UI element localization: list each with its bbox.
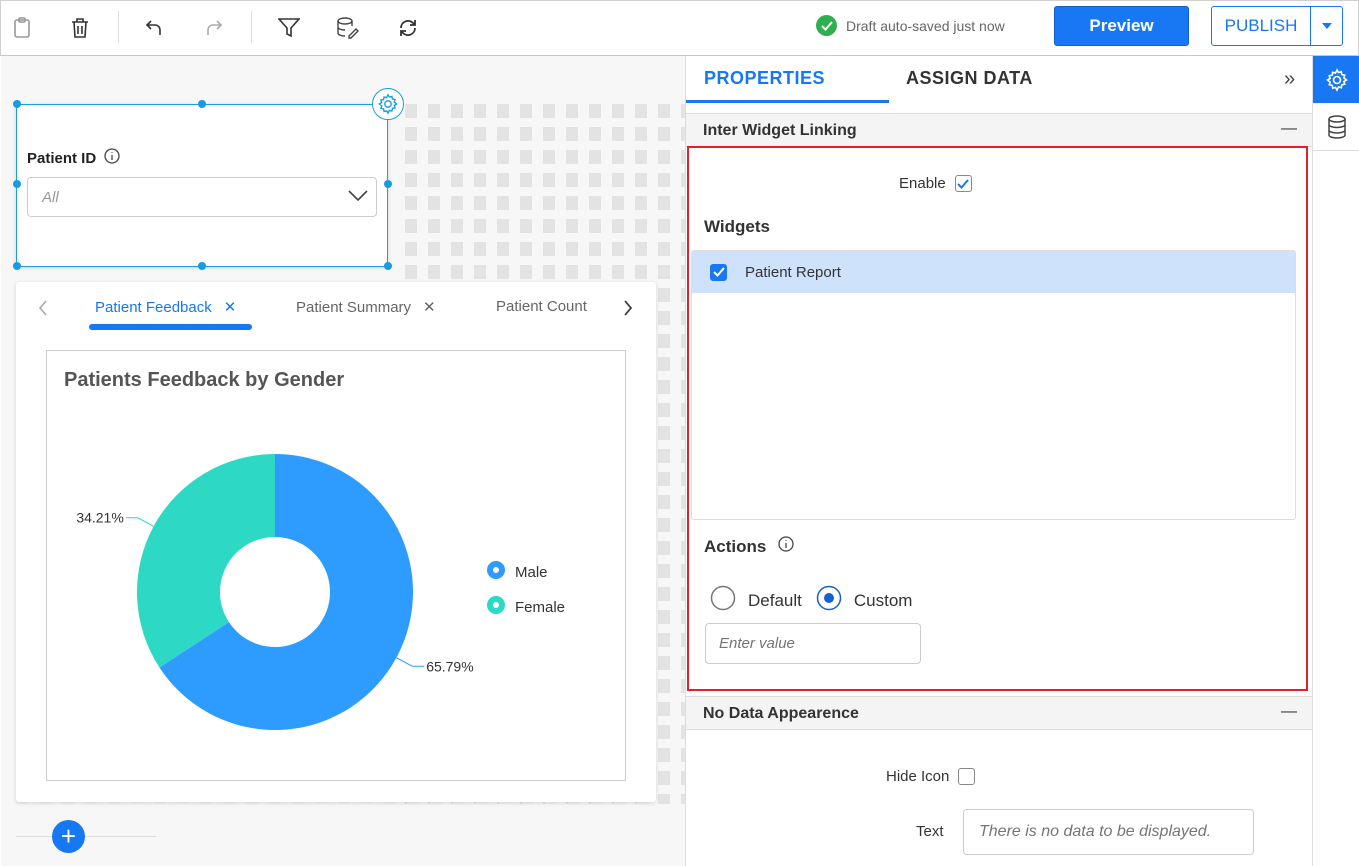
filter-label: Patient ID [27,148,120,168]
hide-icon-checkbox[interactable] [958,768,976,785]
widgets-label: Widgets [704,217,770,236]
legend-item-female[interactable]: Female [487,596,565,618]
active-tab-indicator [686,100,889,103]
widgets-list: Patient Report [691,250,1296,520]
refresh-icon[interactable] [393,13,423,43]
tab-patient-summary[interactable]: Patient Summary ✕ [296,298,436,317]
properties-panel: PROPERTIES ASSIGN DATA » Inter Widget Li… [685,56,1312,866]
datasource-edit-icon[interactable] [333,13,363,43]
enable-row: Enable [899,175,972,192]
publish-split-button: PUBLISH [1211,6,1343,46]
data-label: 34.21% [76,510,123,526]
actions-label: Actions [704,536,794,557]
collapse-minus-icon[interactable]: — [1281,703,1297,720]
resize-handle[interactable] [13,262,21,270]
clipboard-icon[interactable] [7,13,37,43]
add-widget-button[interactable]: + [52,820,85,853]
radio-custom[interactable] [816,585,842,616]
data-label-connector [125,517,154,527]
text-label: Text [916,823,944,840]
filter-icon[interactable] [274,13,304,43]
legend-donut-icon [487,561,505,583]
donut-slice-male[interactable] [159,454,413,730]
database-icon[interactable] [1313,103,1359,151]
chart-title: Patients Feedback by Gender [64,369,345,391]
toolbar: Draft auto-saved just now Preview PUBLIS… [0,0,1359,56]
no-data-text-input[interactable] [963,809,1254,855]
hide-icon-row: Hide Icon [886,768,976,785]
patient-id-filter-widget[interactable] [16,104,388,267]
no-data-appearance-header[interactable]: No Data Appearence — [686,696,1312,730]
resize-handle[interactable] [198,100,206,108]
widget-settings-gear-icon[interactable] [372,88,404,120]
radio-default[interactable] [710,585,736,616]
data-label-connector [396,657,425,667]
tab-properties[interactable]: PROPERTIES [704,68,826,88]
legend-item-male[interactable]: Male [487,561,548,583]
resize-handle[interactable] [13,180,21,188]
info-icon[interactable] [104,148,120,168]
custom-value-input[interactable] [705,623,921,664]
enable-checkbox[interactable] [954,175,972,192]
tab-patient-count[interactable]: Patient Count [496,298,587,315]
right-rail [1312,56,1359,866]
collapse-panel-icon[interactable]: » [1284,68,1296,90]
patient-id-dropdown[interactable]: All [27,177,377,217]
widget-checkbox[interactable] [710,263,727,281]
settings-gear-icon[interactable] [1313,56,1359,103]
close-icon[interactable]: ✕ [423,299,436,316]
tab-widget: Patient Feedback ✕ Patient Summary ✕ Patie… [16,282,656,802]
chevron-right-icon[interactable] [623,300,633,316]
chevron-down-icon [348,190,368,202]
collapse-minus-icon[interactable]: — [1281,120,1297,137]
publish-button[interactable]: PUBLISH [1212,7,1311,45]
redo-icon[interactable] [199,13,229,43]
check-circle-icon [816,15,837,36]
active-tab-indicator [89,324,252,330]
undo-icon[interactable] [139,13,169,43]
info-icon[interactable] [778,536,794,557]
resize-handle[interactable] [384,180,392,188]
chart-container: Patients Feedback by Gender 65.79% 34.21%… [46,350,626,781]
action-radio-group: Default Custom [710,585,912,616]
inter-widget-linking-header[interactable]: Inter Widget Linking — [686,113,1312,147]
list-item[interactable]: Patient Report [692,251,1295,293]
trash-icon[interactable] [65,13,95,43]
highlight-box [687,146,1308,691]
publish-dropdown-caret-icon[interactable] [1311,7,1342,45]
data-label: 65.79% [426,658,473,674]
legend-donut-icon [487,596,505,618]
resize-handle[interactable] [384,262,392,270]
close-icon[interactable]: ✕ [223,299,237,316]
preview-button[interactable]: Preview [1054,6,1189,46]
resize-handle[interactable] [13,100,21,108]
tab-assign-data[interactable]: ASSIGN DATA [906,68,1033,88]
chevron-left-icon[interactable] [38,300,48,316]
autosave-status: Draft auto-saved just now [816,15,1005,36]
donut-chart: 65.79% 34.21% [76,454,474,730]
resize-handle[interactable] [198,262,206,270]
tab-patient-feedback[interactable]: Patient Feedback ✕ [95,298,237,317]
donut-slice-female[interactable] [137,454,275,668]
